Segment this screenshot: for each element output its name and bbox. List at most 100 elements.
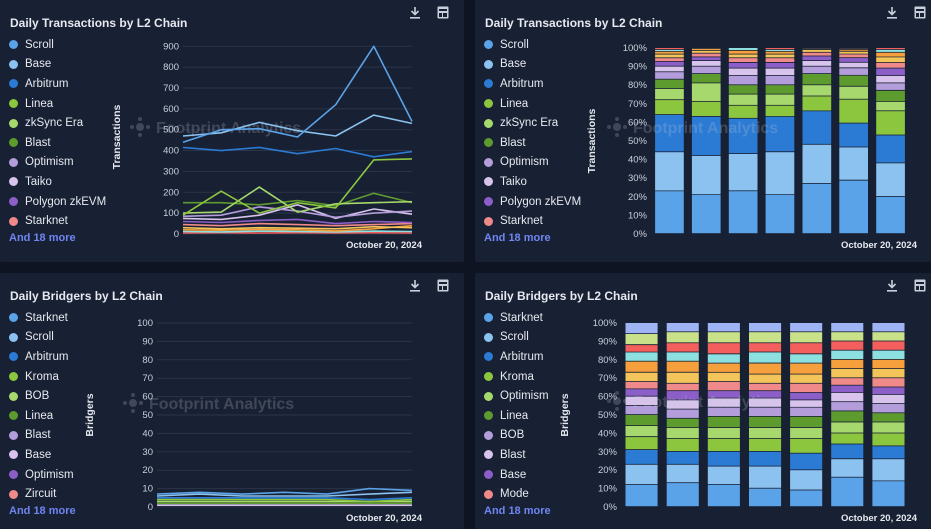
- watermark-text: Footprint Analytics: [156, 120, 301, 137]
- series-line: [183, 192, 413, 207]
- bar-segment: [831, 369, 864, 378]
- legend-more-link[interactable]: And 18 more: [9, 231, 76, 244]
- legend-item[interactable]: Optimism: [9, 465, 76, 485]
- legend-item[interactable]: Polygon zkEVM: [9, 192, 106, 212]
- legend-item[interactable]: Base: [9, 55, 106, 75]
- legend-item[interactable]: Arbitrum: [9, 74, 106, 94]
- legend-item[interactable]: Starknet: [9, 308, 76, 328]
- bar-segment: [765, 54, 795, 58]
- legend-item[interactable]: Polygon zkEVM: [484, 192, 581, 212]
- bar-segment: [655, 88, 684, 100]
- bar-segment: [666, 464, 699, 483]
- legend-label: Linea: [500, 97, 529, 110]
- bar-segment: [839, 86, 868, 99]
- legend-item[interactable]: Linea: [484, 406, 551, 426]
- legend-item[interactable]: Optimism: [484, 386, 551, 406]
- bar-segment: [666, 391, 699, 400]
- legend-item[interactable]: Blast: [484, 133, 581, 153]
- bar-segment: [655, 51, 684, 54]
- bar-segment: [655, 61, 684, 66]
- bar-segment: [728, 50, 758, 54]
- legend-item[interactable]: Blast: [484, 445, 551, 465]
- legend-item[interactable]: Blast: [9, 133, 106, 153]
- legend-item[interactable]: Scroll: [9, 35, 106, 55]
- legend-item[interactable]: Scroll: [9, 328, 76, 348]
- y-tick-label: 30: [142, 447, 153, 458]
- bar-segment: [749, 352, 782, 363]
- legend-item[interactable]: Starknet: [9, 211, 106, 231]
- legend-item[interactable]: Starknet: [484, 308, 551, 328]
- download-icon[interactable]: [885, 5, 899, 19]
- legend-item[interactable]: Taiko: [9, 172, 106, 192]
- bar-segment: [802, 66, 832, 74]
- bar-segment: [802, 61, 832, 66]
- bar-segment: [790, 374, 823, 383]
- bar-segment: [802, 183, 832, 234]
- download-icon[interactable]: [408, 5, 422, 19]
- legend-item[interactable]: zkSync Era: [484, 113, 581, 133]
- bar-segment: [872, 433, 905, 446]
- y-tick-label: 40%: [598, 428, 618, 439]
- legend-item[interactable]: Linea: [9, 406, 76, 426]
- legend-label: Arbitrum: [500, 350, 544, 363]
- bar-segment: [872, 350, 905, 359]
- legend-label: Polygon zkEVM: [25, 195, 107, 208]
- download-icon[interactable]: [885, 278, 899, 292]
- bar-segment: [691, 74, 721, 83]
- legend-more-link[interactable]: And 18 more: [484, 231, 551, 244]
- legend-dot: [484, 59, 493, 69]
- bar-segment: [655, 66, 684, 72]
- legend-label: Optimism: [500, 156, 549, 169]
- legend-dot: [9, 59, 18, 69]
- legend-item[interactable]: Linea: [9, 94, 106, 114]
- legend-item[interactable]: Scroll: [484, 35, 581, 55]
- legend-item[interactable]: Starknet: [484, 211, 581, 231]
- legend-item[interactable]: Base: [484, 55, 581, 75]
- legend-label: Starknet: [25, 311, 68, 324]
- y-tick-label: 90%: [598, 336, 618, 347]
- watermark: Footprint Analytics: [123, 393, 294, 413]
- legend-item[interactable]: Zircuit: [9, 484, 76, 504]
- legend-label: zkSync Era: [500, 117, 559, 130]
- legend-item[interactable]: BOB: [484, 426, 551, 446]
- legend-item[interactable]: BOB: [9, 386, 76, 406]
- legend-item[interactable]: Taiko: [484, 172, 581, 192]
- legend-item[interactable]: Base: [484, 465, 551, 485]
- y-tick-label: 80%: [628, 80, 648, 91]
- legend-dot: [9, 313, 18, 323]
- bar-segment: [707, 391, 740, 398]
- legend-dot: [484, 411, 493, 421]
- bar-segment: [728, 85, 758, 94]
- api-icon[interactable]: [913, 5, 927, 19]
- legend-label: Kroma: [25, 370, 59, 383]
- legend-item[interactable]: Arbitrum: [9, 347, 76, 367]
- legend-item[interactable]: Arbitrum: [484, 347, 551, 367]
- api-icon[interactable]: [436, 278, 450, 292]
- y-tick-label: 10%: [598, 484, 618, 495]
- bar-segment: [749, 323, 782, 332]
- legend-more-link[interactable]: And 18 more: [484, 504, 551, 517]
- legend-more-link[interactable]: And 18 more: [9, 504, 76, 517]
- download-icon[interactable]: [408, 278, 422, 292]
- legend-item[interactable]: Optimism: [9, 153, 106, 173]
- bar-segment: [839, 49, 868, 51]
- bar-segment: [839, 147, 868, 180]
- bar-segment: [790, 427, 823, 439]
- bar-segment: [790, 392, 823, 400]
- legend-item[interactable]: Arbitrum: [484, 74, 581, 94]
- legend-item[interactable]: Blast: [9, 426, 76, 446]
- y-tick-label: 70%: [628, 99, 648, 110]
- bar-segment: [749, 466, 782, 488]
- legend-item[interactable]: Optimism: [484, 153, 581, 173]
- legend-item[interactable]: Kroma: [9, 367, 76, 387]
- legend-item[interactable]: Linea: [484, 94, 581, 114]
- legend-item[interactable]: Base: [9, 445, 76, 465]
- legend-item[interactable]: zkSync Era: [9, 113, 106, 133]
- bar-segment: [790, 416, 823, 427]
- legend-item[interactable]: Kroma: [484, 367, 551, 387]
- legend-item[interactable]: Mode: [484, 484, 551, 504]
- legend-dot: [9, 352, 18, 362]
- legend-item[interactable]: Scroll: [484, 328, 551, 348]
- api-icon[interactable]: [913, 278, 927, 292]
- api-icon[interactable]: [436, 5, 450, 19]
